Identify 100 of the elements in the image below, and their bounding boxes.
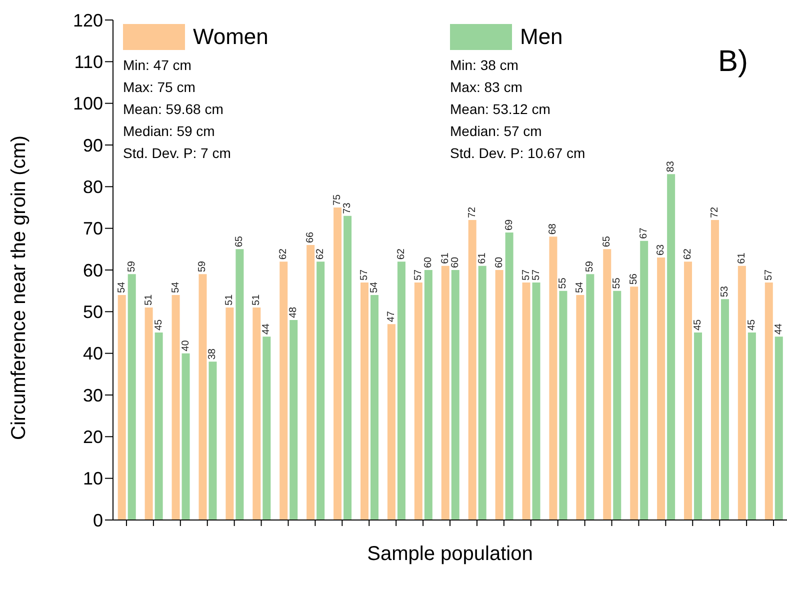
- data-label: 45: [153, 318, 164, 330]
- data-label: 63: [656, 244, 667, 256]
- data-label: 54: [116, 281, 128, 293]
- bar: [280, 262, 288, 520]
- bar: [182, 353, 190, 520]
- data-label: 59: [126, 260, 138, 272]
- bar: [495, 270, 504, 520]
- bar: [640, 240, 648, 520]
- bar: [198, 274, 207, 520]
- y-tick-label: 50: [82, 302, 103, 322]
- bar: [720, 299, 729, 520]
- y-tick-label: 60: [82, 260, 103, 280]
- bar: [576, 295, 584, 520]
- y-axis-title: Circumference near the groin (cm): [8, 135, 30, 440]
- bar: [603, 249, 612, 520]
- bar: [226, 308, 234, 520]
- data-label: 54: [170, 281, 182, 293]
- bar: [710, 220, 719, 520]
- bar: [172, 295, 180, 520]
- data-label: 62: [315, 248, 326, 260]
- data-label: 57: [520, 268, 532, 280]
- data-label: 57: [358, 268, 370, 280]
- annotation: B): [718, 45, 748, 79]
- y-tick-label: 20: [82, 427, 103, 448]
- bar: [630, 286, 638, 520]
- y-tick-label: 110: [74, 52, 103, 72]
- annotation: Min: 38 cm Max: 83 cm Mean: 53.12 cm Median: 57 cm Std. Dev. P: 10.67 cm: [450, 57, 586, 161]
- bar: [613, 290, 622, 520]
- bar: [748, 332, 756, 520]
- bar: [549, 236, 558, 520]
- bar: [694, 332, 702, 520]
- bar: [667, 174, 676, 520]
- data-label: 55: [558, 277, 569, 289]
- bar: [478, 266, 486, 520]
- data-label: 83: [666, 160, 677, 172]
- data-label: 61: [440, 252, 451, 264]
- bar: [532, 282, 540, 520]
- data-label: 61: [476, 252, 488, 264]
- data-label: 54: [368, 281, 380, 293]
- data-label: 59: [584, 260, 596, 272]
- bar: [236, 249, 244, 520]
- annotation: Min: 47 cm Max: 75 cm Mean: 59.68 cm Median: 59 cm Std. Dev. P: 7 cm: [123, 56, 232, 163]
- data-label: 44: [261, 323, 272, 335]
- bar: [586, 274, 594, 520]
- data-label: 45: [746, 318, 758, 330]
- data-label: 57: [412, 268, 424, 280]
- bar: [522, 282, 530, 520]
- data-label: 75: [332, 194, 344, 206]
- data-label: 60: [494, 256, 505, 268]
- bar: [424, 270, 432, 520]
- bar: [414, 282, 422, 520]
- data-label: 51: [251, 294, 262, 306]
- data-label: 65: [234, 236, 246, 248]
- data-label: 62: [682, 248, 694, 260]
- data-label: 65: [602, 236, 613, 248]
- data-label: 72: [466, 206, 478, 218]
- data-label: 67: [638, 227, 650, 239]
- bar: [128, 274, 136, 520]
- bar: [370, 295, 378, 520]
- data-label: 62: [278, 248, 290, 260]
- y-tick-label: 100: [72, 94, 103, 114]
- data-label: 60: [422, 256, 434, 268]
- bar: [441, 266, 450, 520]
- y-tick-label: 0: [92, 510, 103, 530]
- data-label: 56: [628, 273, 640, 285]
- data-label: 68: [548, 223, 559, 235]
- y-tick-label: 30: [82, 385, 103, 406]
- y-tick-label: 90: [82, 135, 103, 156]
- bar: [154, 332, 163, 520]
- data-label: 51: [224, 294, 236, 306]
- y-tick-label: 10: [82, 468, 103, 489]
- data-label: 54: [574, 281, 586, 293]
- bar: [252, 308, 261, 520]
- data-label: 73: [342, 202, 354, 214]
- data-label: 72: [709, 206, 720, 218]
- data-label: 55: [612, 277, 623, 289]
- data-label: 53: [719, 286, 730, 298]
- bar: [657, 258, 666, 520]
- y-tick-label: 40: [82, 344, 103, 364]
- bar: [306, 245, 315, 520]
- data-label: 62: [396, 248, 407, 260]
- data-label: 48: [288, 306, 300, 318]
- data-label: 61: [736, 252, 748, 264]
- bar: [344, 216, 352, 520]
- bar: [208, 362, 217, 520]
- bar: [684, 262, 692, 520]
- data-label: 40: [180, 340, 192, 352]
- bar: [360, 282, 368, 520]
- bar: [144, 308, 153, 520]
- data-label: 57: [530, 268, 542, 280]
- data-label: 60: [450, 256, 461, 268]
- y-tick-label: 80: [82, 177, 103, 198]
- bar: [316, 262, 325, 520]
- data-label: 66: [305, 231, 316, 243]
- bar: [118, 295, 126, 520]
- y-tick-label: 70: [82, 218, 103, 239]
- bar: [387, 324, 396, 520]
- bar: [451, 270, 460, 520]
- bar: [559, 290, 568, 520]
- data-label: 44: [773, 323, 784, 335]
